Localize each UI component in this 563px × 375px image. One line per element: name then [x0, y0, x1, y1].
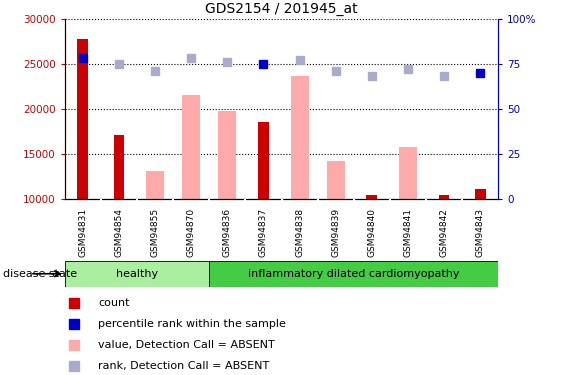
Text: value, Detection Call = ABSENT: value, Detection Call = ABSENT [99, 340, 275, 350]
Title: GDS2154 / 201945_at: GDS2154 / 201945_at [205, 2, 358, 16]
Text: GSM94831: GSM94831 [78, 208, 87, 257]
Text: GSM94854: GSM94854 [114, 208, 123, 257]
Bar [209, 261, 498, 287]
Bar [218, 111, 236, 199]
Bar [399, 147, 417, 199]
Bar [439, 195, 449, 199]
Text: GSM94840: GSM94840 [367, 208, 376, 257]
Text: GSM94836: GSM94836 [223, 208, 232, 257]
Text: GSM94855: GSM94855 [150, 208, 159, 257]
Bar [65, 261, 209, 287]
Bar [367, 195, 377, 199]
Text: GSM94842: GSM94842 [440, 208, 449, 257]
Text: count: count [99, 298, 129, 308]
Text: GSM94841: GSM94841 [404, 208, 413, 257]
Bar [146, 171, 164, 199]
Text: GSM94837: GSM94837 [259, 208, 268, 257]
Text: GSM94839: GSM94839 [331, 208, 340, 257]
Bar [327, 161, 345, 199]
Text: rank, Detection Call = ABSENT: rank, Detection Call = ABSENT [99, 361, 270, 371]
Text: disease state: disease state [3, 269, 77, 279]
Bar [291, 76, 309, 199]
Bar [258, 122, 269, 199]
Bar [114, 135, 124, 199]
Bar [182, 95, 200, 199]
Text: GSM94843: GSM94843 [476, 208, 485, 257]
Text: percentile rank within the sample: percentile rank within the sample [99, 319, 286, 329]
Text: inflammatory dilated cardiomyopathy: inflammatory dilated cardiomyopathy [248, 269, 459, 279]
Text: healthy: healthy [116, 269, 158, 279]
Bar [77, 39, 88, 199]
Text: GSM94838: GSM94838 [295, 208, 304, 257]
Bar [475, 189, 486, 199]
Text: GSM94870: GSM94870 [187, 208, 196, 257]
